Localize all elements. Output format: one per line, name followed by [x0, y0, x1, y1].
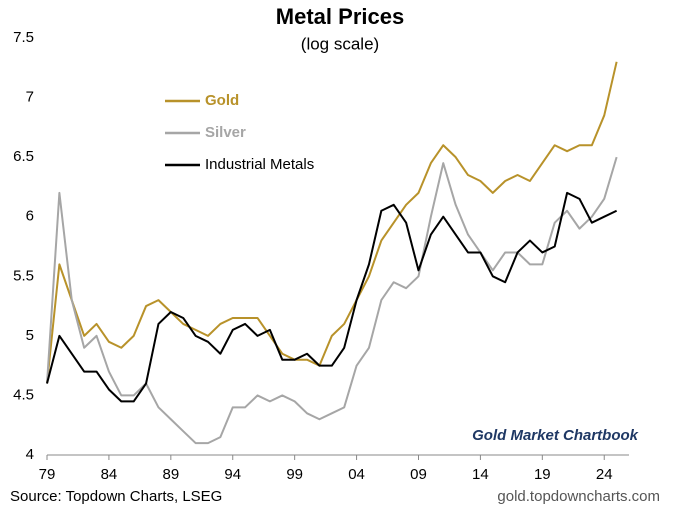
series-line	[46, 156, 618, 445]
x-tick-label: 99	[286, 466, 303, 483]
credit: gold.topdowncharts.com	[497, 488, 660, 505]
x-tick-label: 84	[101, 466, 118, 483]
x-tick-label: 79	[39, 466, 56, 483]
y-tick-label: 7	[26, 89, 34, 106]
y-tick-label: 5.5	[13, 267, 34, 284]
chart-subtitle: (log scale)	[301, 34, 379, 53]
legend-label: Gold	[205, 92, 239, 109]
y-tick-label: 6	[26, 208, 34, 225]
y-tick-label: 5	[26, 327, 34, 344]
x-tick-label: 14	[472, 466, 489, 483]
x-tick-label: 19	[534, 466, 551, 483]
y-tick-label: 4	[26, 446, 34, 463]
x-tick-label: 04	[348, 466, 365, 483]
series-line	[46, 61, 618, 384]
legend-label: Industrial Metals	[205, 156, 314, 173]
x-tick-label: 89	[162, 466, 179, 483]
series-line	[46, 191, 618, 403]
annotation: Gold Market Chartbook	[472, 427, 639, 444]
y-tick-label: 4.5	[13, 386, 34, 403]
x-tick-label: 24	[596, 466, 613, 483]
x-tick-label: 09	[410, 466, 427, 483]
y-tick-label: 7.5	[13, 29, 34, 46]
chart-title: Metal Prices	[276, 4, 404, 29]
legend-label: Silver	[205, 124, 246, 141]
x-tick-label: 94	[224, 466, 241, 483]
y-tick-label: 6.5	[13, 148, 34, 165]
source: Source: Topdown Charts, LSEG	[10, 488, 222, 505]
